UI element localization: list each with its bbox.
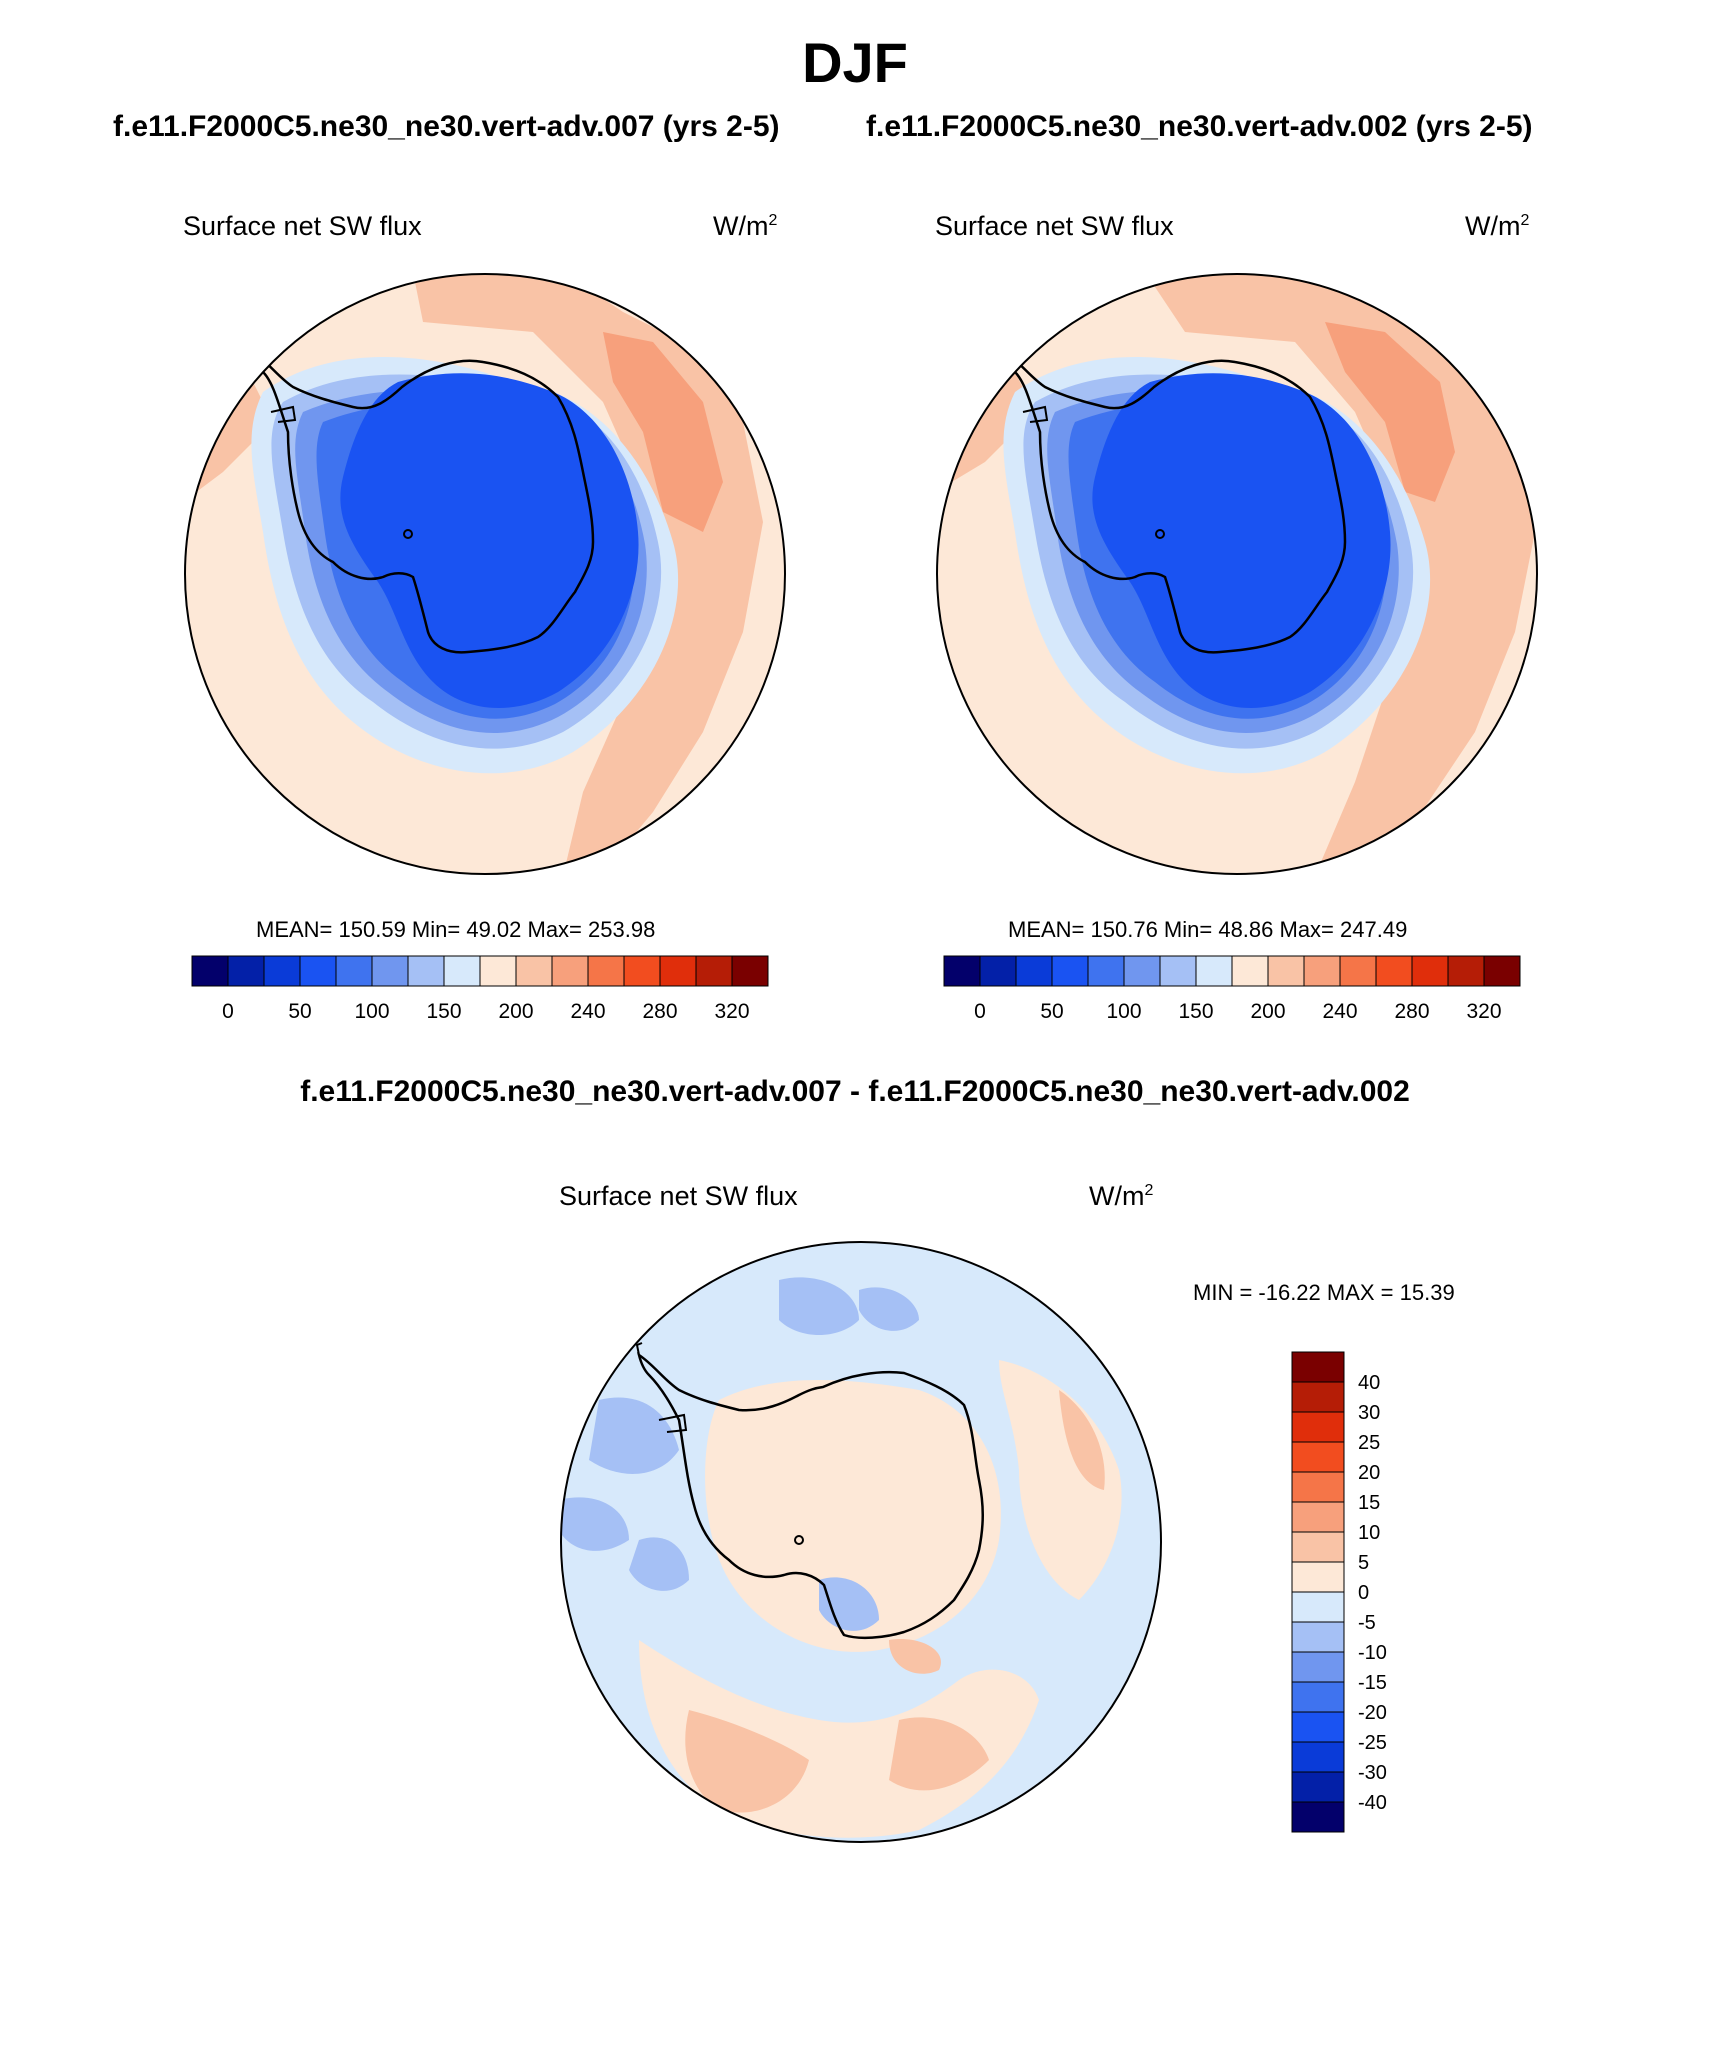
colorbar-cell [1291, 1651, 1345, 1683]
left-colorbar: 0 50 100 150 200 240 280 320 [191, 955, 769, 1023]
colorbar-cell [1051, 955, 1089, 987]
season-title: DJF [802, 31, 908, 94]
left-field-label: Surface net SW flux [183, 211, 422, 241]
right-run-title: f.e11.F2000C5.ne30_ne30.vert-adv.002 (yr… [866, 110, 1533, 143]
colorbar-cell [1291, 1501, 1345, 1533]
colorbar-tick-label: 15 [1358, 1492, 1380, 1514]
colorbar-cell [731, 955, 769, 987]
colorbar-tick-label: 320 [714, 1000, 749, 1023]
colorbar-cell [1303, 955, 1341, 987]
colorbar-tick-label: 150 [1178, 1000, 1213, 1023]
left-stats: MEAN= 150.59 Min= 49.02 Max= 253.98 [256, 917, 656, 942]
colorbar-tick-label: -15 [1358, 1672, 1387, 1694]
colorbar-tick-label: 100 [354, 1000, 389, 1023]
colorbar-cell [1159, 955, 1197, 987]
colorbar-tick-label: -5 [1358, 1612, 1376, 1634]
colorbar-cell [1291, 1591, 1345, 1623]
right-field-label: Surface net SW flux [935, 211, 1174, 241]
colorbar-cell [1411, 955, 1449, 987]
colorbar-tick-label: 25 [1358, 1432, 1380, 1454]
colorbar-tick-label: 5 [1358, 1552, 1369, 1574]
colorbar-cell [1291, 1351, 1345, 1383]
colorbar-tick-label: -30 [1358, 1762, 1387, 1784]
colorbar-cell [1291, 1441, 1345, 1473]
right-stats: MEAN= 150.76 Min= 48.86 Max= 247.49 [1008, 917, 1408, 942]
colorbar-cell [227, 955, 265, 987]
difference-polar-map [560, 1241, 1162, 1843]
colorbar-cell [263, 955, 301, 987]
colorbar-cell [335, 955, 373, 987]
colorbar-cell [1291, 1741, 1345, 1773]
colorbar-cell [1291, 1771, 1345, 1803]
colorbar-cell [515, 955, 553, 987]
colorbar-cell [587, 955, 625, 987]
colorbar-tick-label: -20 [1358, 1702, 1387, 1724]
colorbar-cell [695, 955, 733, 987]
diff-minmax: MIN = -16.22 MAX = 15.39 [1193, 1280, 1455, 1305]
diff-units-label: W/m2 [1089, 1181, 1154, 1211]
colorbar-cell [1291, 1801, 1345, 1833]
colorbar-tick-label: -40 [1358, 1792, 1387, 1814]
colorbar-tick-label: 50 [1040, 1000, 1063, 1023]
left-polar-map [184, 273, 786, 875]
colorbar-cell [1195, 955, 1233, 987]
colorbar-cell [407, 955, 445, 987]
colorbar-cell [1291, 1621, 1345, 1653]
colorbar-tick-label: 30 [1358, 1402, 1380, 1424]
diff-field-label: Surface net SW flux [559, 1181, 798, 1211]
left-run-title: f.e11.F2000C5.ne30_ne30.vert-adv.007 (yr… [113, 110, 780, 143]
colorbar-tick-label: 200 [498, 1000, 533, 1023]
colorbar-cell [299, 955, 337, 987]
left-units-label: W/m2 [713, 211, 778, 241]
colorbar-cell [479, 955, 517, 987]
colorbar-tick-label: 40 [1358, 1372, 1380, 1394]
colorbar-tick-label: 100 [1106, 1000, 1141, 1023]
colorbar-cell [443, 955, 481, 987]
colorbar-tick-label: 240 [1322, 1000, 1357, 1023]
diff-colorbar: 40 30 25 20 15 10 5 0 -5 -10 -15 -20 -25 -30 -40 [1291, 1351, 1387, 1833]
colorbar-cell [1231, 955, 1269, 987]
colorbar-cell [1291, 1411, 1345, 1443]
colorbar-cell [659, 955, 697, 987]
colorbar-cell [1123, 955, 1161, 987]
colorbar-cell [1267, 955, 1305, 987]
colorbar-cell [943, 955, 981, 987]
colorbar-tick-label: 280 [1394, 1000, 1429, 1023]
colorbar-tick-label: 10 [1358, 1522, 1380, 1544]
colorbar-cell [1375, 955, 1413, 987]
colorbar-tick-label: -10 [1358, 1642, 1387, 1664]
right-units-label: W/m2 [1465, 211, 1530, 241]
colorbar-tick-label: 200 [1250, 1000, 1285, 1023]
colorbar-tick-label: 0 [222, 1000, 234, 1023]
colorbar-cell [979, 955, 1017, 987]
right-colorbar: 0 50 100 150 200 240 280 320 [943, 955, 1521, 1023]
colorbar-tick-label: 20 [1358, 1462, 1380, 1484]
colorbar-tick-label: 0 [974, 1000, 986, 1023]
colorbar-cell [1291, 1531, 1345, 1563]
colorbar-cell [551, 955, 589, 987]
difference-title: f.e11.F2000C5.ne30_ne30.vert-adv.007 - f… [300, 1075, 1410, 1108]
colorbar-cell [1447, 955, 1485, 987]
colorbar-cell [1015, 955, 1053, 987]
colorbar-cell [1291, 1711, 1345, 1743]
colorbar-cell [623, 955, 661, 987]
colorbar-cell [1339, 955, 1377, 987]
colorbar-cell [1291, 1471, 1345, 1503]
colorbar-cell [1087, 955, 1125, 987]
colorbar-cell [1291, 1561, 1345, 1593]
colorbar-cell [191, 955, 229, 987]
colorbar-tick-label: 150 [426, 1000, 461, 1023]
colorbar-tick-label: -25 [1358, 1732, 1387, 1754]
colorbar-cell [1291, 1381, 1345, 1413]
colorbar-tick-label: 280 [642, 1000, 677, 1023]
colorbar-tick-label: 50 [288, 1000, 311, 1023]
right-polar-map [936, 273, 1538, 875]
colorbar-tick-label: 0 [1358, 1582, 1369, 1604]
colorbar-tick-label: 240 [570, 1000, 605, 1023]
colorbar-cell [371, 955, 409, 987]
colorbar-cell [1291, 1681, 1345, 1713]
colorbar-tick-label: 320 [1466, 1000, 1501, 1023]
colorbar-cell [1483, 955, 1521, 987]
